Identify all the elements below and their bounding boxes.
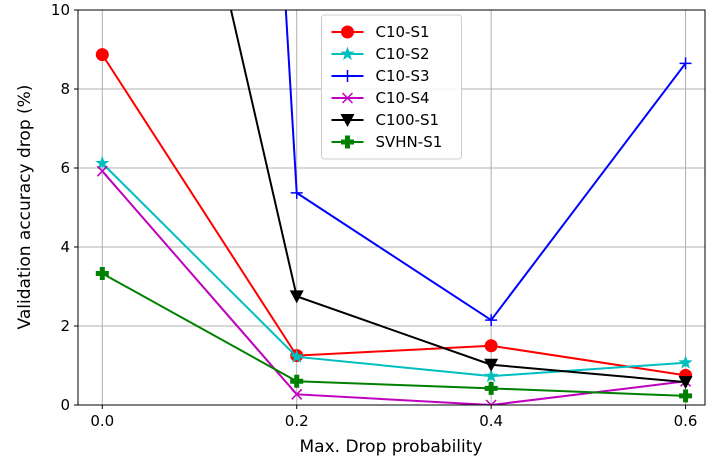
x-tick-label: 0.6	[674, 412, 698, 430]
y-tick-label: 6	[60, 159, 70, 177]
y-tick-label: 4	[60, 238, 70, 256]
y-tick-label: 10	[51, 1, 70, 19]
series-line	[101, 170, 686, 405]
legend-box	[321, 14, 462, 160]
axes-frame	[77, 9, 706, 406]
marker	[289, 349, 304, 363]
marker	[95, 155, 110, 170]
marker	[95, 48, 109, 62]
marker	[341, 92, 354, 104]
marker	[341, 70, 354, 82]
series-line	[284, 10, 687, 322]
marker	[484, 339, 498, 353]
marker	[485, 399, 497, 405]
x-axis-label: Max. Drop probability	[300, 437, 483, 457]
legend-label: C10-S2	[376, 45, 430, 63]
marker	[341, 135, 354, 149]
marker	[96, 165, 108, 177]
y-axis-label: Validation accuracy drop (%)	[15, 85, 35, 330]
legend: C10-S1 C10-S2 C10-S3 C10-S4 C100-S1 SVHN-S1	[321, 14, 462, 160]
x-tick-label: 0.2	[285, 412, 309, 430]
legend-label: C10-S1	[376, 23, 430, 41]
series-line	[229, 10, 686, 384]
marker	[679, 57, 692, 70]
marker	[484, 358, 499, 372]
y-tick-label: 8	[60, 80, 70, 98]
legend-label: SVHN-S1	[376, 133, 443, 151]
marker	[484, 381, 498, 395]
marker	[291, 388, 303, 400]
marker	[340, 114, 355, 127]
marker	[678, 355, 693, 369]
marker	[95, 266, 109, 280]
marker	[290, 186, 303, 199]
marker	[484, 368, 499, 383]
x-tick-label: 0.0	[90, 412, 114, 430]
series-line	[101, 272, 686, 397]
legend-label: C10-S3	[376, 67, 430, 85]
legend-label: C10-S4	[376, 89, 430, 107]
series-line	[101, 162, 686, 378]
x-tick-label: 0.4	[479, 412, 503, 430]
marker	[485, 314, 498, 327]
marker	[289, 290, 304, 304]
plot-area	[95, 10, 693, 405]
marker	[290, 374, 304, 388]
series-line	[101, 54, 686, 377]
y-tick-label: 2	[60, 317, 70, 335]
ticks: 0.0 0.2 0.4 0.6 0 2 4 6 8 10	[51, 1, 698, 430]
marker	[340, 46, 355, 61]
marker	[341, 25, 354, 39]
y-tick-label: 0	[60, 396, 70, 414]
legend-label: C100-S1	[376, 111, 440, 129]
marker	[679, 389, 693, 403]
marker	[678, 376, 693, 390]
